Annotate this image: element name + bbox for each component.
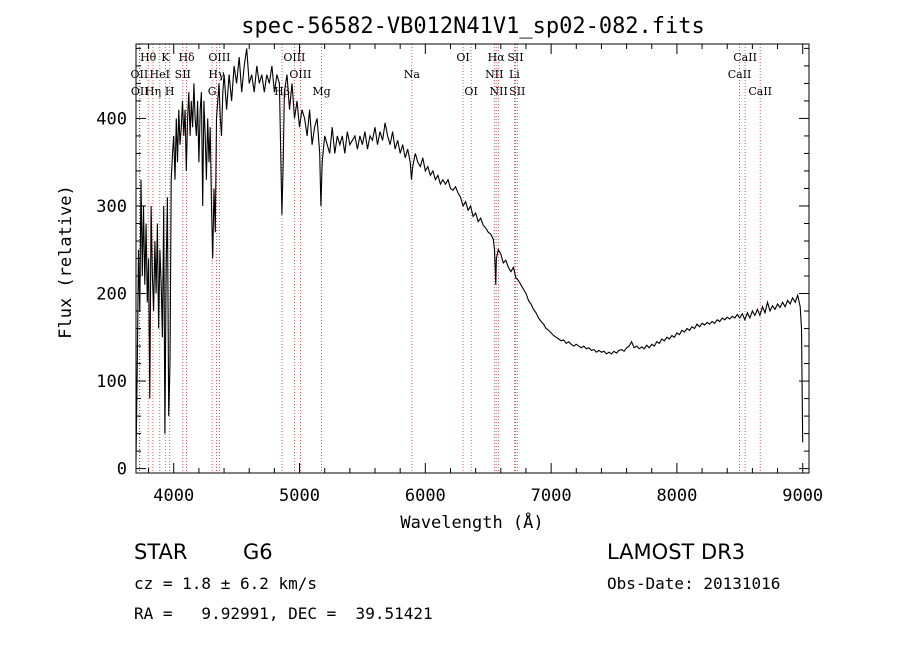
y-axis-ticks: 0 100 200 300 400 — [96, 47, 809, 480]
spectral-line-label: Hη — [145, 85, 161, 98]
x-axis-label: Wavelength (Å) — [400, 511, 543, 533]
spectral-line-label: SII — [175, 68, 191, 81]
spectral-line-label: Hβ — [274, 85, 290, 98]
spectral-line-label: CaII — [728, 68, 752, 81]
y-tick-label: 0 — [117, 460, 127, 480]
survey-name: LAMOST DR3 — [607, 540, 746, 564]
spectral-line-label: OI — [464, 85, 477, 98]
spectral-line-label: OIII — [208, 51, 230, 64]
y-axis-label: Flux (relative) — [56, 185, 76, 339]
spectral-line-label: Hδ — [178, 51, 195, 64]
x-axis-ticks: 4000 5000 6000 7000 8000 9000 — [148, 44, 823, 506]
spectral-line-label: OIII — [283, 51, 305, 64]
x-tick-label: 9000 — [782, 486, 823, 506]
spectral-line-label: Hθ — [140, 51, 157, 64]
x-tick-label: 7000 — [531, 486, 572, 506]
obs-date: Obs-Date: 20131016 — [607, 574, 781, 593]
spectral-line-label: CaII — [733, 51, 757, 64]
plot-frame — [135, 43, 810, 474]
spectral-line-label: Mg — [312, 85, 330, 98]
object-subclass: G6 — [243, 540, 273, 564]
ra-dec: RA = 9.92991, DEC = 39.51421 — [134, 604, 433, 623]
spectral-line-label: G — [208, 85, 217, 98]
spectral-line-label: NII — [485, 68, 503, 81]
chart-title: spec-56582-VB012N41V1_sp02-082.fits — [241, 14, 705, 39]
spectral-line-label: OIII — [289, 68, 311, 81]
x-tick-label: 4000 — [153, 486, 194, 506]
x-tick-label: 6000 — [405, 486, 446, 506]
spectral-line-label: SII — [509, 85, 525, 98]
spectral-line-label: HeI — [150, 68, 170, 81]
spectral-line-label: Hγ — [208, 68, 225, 81]
spectral-line-label: Na — [404, 68, 421, 81]
spectral-line-label: OII — [131, 68, 149, 81]
object-class: STAR — [134, 540, 188, 564]
spectral-line-label: OII — [131, 85, 149, 98]
spectral-line-label: Hα — [488, 51, 506, 64]
y-tick-label: 200 — [96, 285, 127, 305]
spectral-line-label: SII — [507, 51, 523, 64]
y-tick-label: 100 — [96, 372, 127, 392]
spectral-line-label: H — [165, 85, 175, 98]
x-tick-label: 5000 — [279, 486, 320, 506]
y-tick-label: 300 — [96, 197, 127, 217]
redshift-cz: cz = 1.8 ± 6.2 km/s — [134, 574, 318, 593]
spectral-line-label: OI — [456, 51, 469, 64]
spectral-line-label: CaII — [748, 85, 772, 98]
spectral-line-label: K — [161, 51, 170, 64]
y-tick-label: 400 — [96, 109, 127, 129]
flux-series-line — [135, 48, 804, 460]
spectral-line-label: Li — [509, 68, 520, 81]
x-tick-label: 8000 — [656, 486, 697, 506]
spectral-line-label: NII — [490, 85, 508, 98]
spectral-line-markers — [138, 44, 761, 473]
